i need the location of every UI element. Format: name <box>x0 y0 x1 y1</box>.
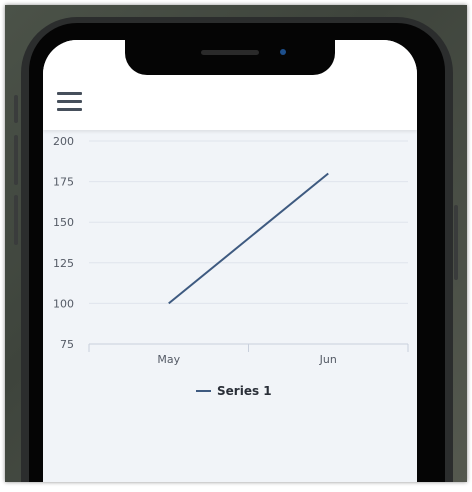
y-axis-ticks: 75 100 125 150 175 200 <box>53 135 74 351</box>
series-line <box>168 172 329 305</box>
y-tick-label: 100 <box>53 297 74 310</box>
legend[interactable]: Series 1 <box>196 384 272 398</box>
speaker-grille <box>201 50 259 55</box>
y-tick-label: 75 <box>60 338 74 351</box>
legend-label: Series 1 <box>217 384 272 398</box>
phone-volume-up-button <box>14 135 18 185</box>
line-chart: 75 100 125 150 175 200 May Jun Series 1 <box>53 135 409 398</box>
phone-screen: 75 100 125 150 175 200 May Jun Series 1 <box>43 40 417 482</box>
y-tick-label: 125 <box>53 257 74 270</box>
gridlines <box>89 140 408 304</box>
series-lines <box>168 172 329 305</box>
x-tick-label: Jun <box>319 353 337 366</box>
phone-notch <box>125 40 335 75</box>
x-tick-label: May <box>157 353 180 366</box>
x-axis <box>88 343 409 352</box>
x-axis-ticks: May Jun <box>157 353 336 366</box>
y-tick-label: 150 <box>53 216 74 229</box>
phone-power-button <box>454 205 458 280</box>
front-camera <box>280 49 286 55</box>
hamburger-menu-icon[interactable] <box>57 92 83 114</box>
background-frame: 75 100 125 150 175 200 May Jun Series 1 <box>5 5 467 482</box>
y-tick-label: 175 <box>53 176 74 189</box>
phone-silent-switch <box>14 95 18 123</box>
phone-volume-down-button <box>14 195 18 245</box>
y-tick-label: 200 <box>53 135 74 148</box>
